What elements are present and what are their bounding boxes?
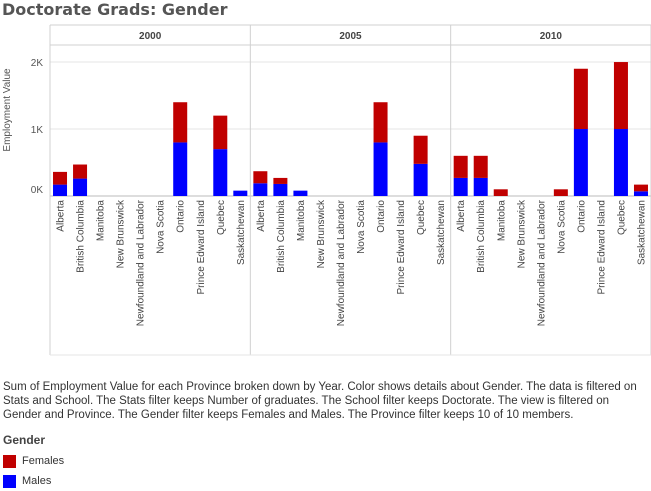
bar-males-2000-alberta[interactable] xyxy=(53,184,68,196)
bar-females-2005-ontario[interactable] xyxy=(373,102,388,143)
bar-males-2005-quebec[interactable] xyxy=(413,163,428,196)
bar-males-2010-british-columbia[interactable] xyxy=(473,177,488,196)
y-axis-ticks: 0K 1K 2K xyxy=(31,58,44,196)
x-tick-2005-prince-edward-island: Prince Edward Island xyxy=(396,200,407,295)
bar-males-2005-manitoba[interactable] xyxy=(293,190,308,196)
x-tick-2000-nova-scotia: Nova Scotia xyxy=(156,200,167,254)
bar-females-2010-alberta[interactable] xyxy=(453,155,468,178)
x-tick-2005-alberta: Alberta xyxy=(256,200,267,232)
x-tick-2005-nova-scotia: Nova Scotia xyxy=(356,200,367,254)
bar-females-2005-quebec[interactable] xyxy=(413,135,428,164)
legend: Gender Females Males xyxy=(3,433,64,491)
x-tick-2000-british-columbia: British Columbia xyxy=(76,200,87,273)
x-tick-2005-newfoundland-and-labrador: Newfoundland and Labrador xyxy=(336,199,347,326)
bar-males-2010-ontario[interactable] xyxy=(573,129,588,196)
y-axis-label: Employment Value xyxy=(2,68,13,152)
bar-males-2005-british-columbia[interactable] xyxy=(273,183,288,196)
bar-females-2010-nova-scotia[interactable] xyxy=(553,189,568,196)
chart-caption: Sum of Employment Value for each Provinc… xyxy=(3,381,637,421)
x-tick-2010-saskatchewan: Saskatchewan xyxy=(636,200,647,265)
bar-females-2010-manitoba[interactable] xyxy=(493,189,508,196)
x-tick-2005-ontario: Ontario xyxy=(376,200,387,233)
page-title: Doctorate Grads: Gender xyxy=(2,0,228,19)
x-tick-2010-british-columbia: British Columbia xyxy=(476,200,487,273)
legend-swatch-males xyxy=(3,474,16,488)
panel-header-2010: 2010 xyxy=(540,31,563,42)
x-tick-2010-prince-edward-island: Prince Edward Island xyxy=(596,200,607,295)
panel-header-2005: 2005 xyxy=(339,31,362,42)
bar-males-2010-saskatchewan[interactable] xyxy=(633,191,648,196)
legend-title: Gender xyxy=(3,433,46,447)
legend-item-males[interactable]: Males xyxy=(3,471,64,491)
bar-females-2000-alberta[interactable] xyxy=(53,171,68,185)
chart-gridlines xyxy=(49,24,651,356)
chart: 2000 2005 2010 0K 1K 2K Alberta British Colum… xyxy=(2,24,651,356)
x-tick-2005-new-brunswick: New Brunswick xyxy=(316,199,327,268)
x-tick-2010-ontario: Ontario xyxy=(576,200,587,233)
x-tick-2010-manitoba: Manitoba xyxy=(496,200,507,242)
x-tick-2000-ontario: Ontario xyxy=(176,200,187,233)
x-tick-2010-nova-scotia: Nova Scotia xyxy=(556,200,567,254)
legend-item-females[interactable]: Females xyxy=(3,451,64,471)
panel-header-2000: 2000 xyxy=(139,31,162,42)
x-tick-2010-newfoundland-and-labrador: Newfoundland and Labrador xyxy=(536,199,547,326)
y-tick-0: 0K xyxy=(31,185,44,196)
legend-label-females: Females xyxy=(22,455,65,467)
x-tick-2005-manitoba: Manitoba xyxy=(296,200,307,242)
bar-males-2010-alberta[interactable] xyxy=(453,177,468,196)
x-tick-2000-newfoundland-and-labrador: Newfoundland and Labrador xyxy=(136,199,147,326)
y-tick-1000: 1K xyxy=(31,125,44,136)
bar-males-2000-saskatchewan[interactable] xyxy=(233,190,248,196)
bar-females-2005-alberta[interactable] xyxy=(253,171,268,184)
bar-females-2000-ontario[interactable] xyxy=(173,102,188,143)
x-axis-labels: Alberta British Columbia Manitoba New Bruns… xyxy=(56,199,648,326)
bar-males-2000-quebec[interactable] xyxy=(213,149,228,196)
x-tick-2010-alberta: Alberta xyxy=(456,200,467,232)
x-tick-2000-quebec: Quebec xyxy=(216,200,227,235)
bar-females-2010-quebec[interactable] xyxy=(613,62,628,130)
x-tick-2000-alberta: Alberta xyxy=(56,200,67,232)
legend-label-males: Males xyxy=(22,475,52,487)
x-tick-2010-quebec: Quebec xyxy=(616,200,627,235)
x-tick-2005-quebec: Quebec xyxy=(416,200,427,235)
bar-females-2005-british-columbia[interactable] xyxy=(273,177,288,184)
x-tick-2010-new-brunswick: New Brunswick xyxy=(516,199,527,268)
x-tick-2005-saskatchewan: Saskatchewan xyxy=(436,200,447,265)
chart-bars xyxy=(53,62,648,196)
x-tick-2000-new-brunswick: New Brunswick xyxy=(116,199,127,268)
bar-females-2010-british-columbia[interactable] xyxy=(473,155,488,178)
bar-females-2010-ontario[interactable] xyxy=(573,68,588,130)
bar-females-2010-saskatchewan[interactable] xyxy=(633,184,648,192)
x-tick-2000-manitoba: Manitoba xyxy=(96,200,107,242)
x-tick-2005-british-columbia: British Columbia xyxy=(276,200,287,273)
panel-headers: 2000 2005 2010 xyxy=(139,31,562,42)
bar-males-2000-ontario[interactable] xyxy=(173,142,188,196)
bar-males-2010-quebec[interactable] xyxy=(613,129,628,196)
bar-males-2005-alberta[interactable] xyxy=(253,183,268,196)
bar-females-2000-quebec[interactable] xyxy=(213,115,228,150)
bar-males-2000-british-columbia[interactable] xyxy=(73,178,88,196)
bar-males-2005-ontario[interactable] xyxy=(373,142,388,196)
bar-females-2000-british-columbia[interactable] xyxy=(73,164,88,179)
y-tick-2000: 2K xyxy=(31,58,44,69)
x-tick-2000-prince-edward-island: Prince Edward Island xyxy=(196,200,207,295)
x-tick-2000-saskatchewan: Saskatchewan xyxy=(236,200,247,265)
legend-swatch-females xyxy=(3,454,16,468)
